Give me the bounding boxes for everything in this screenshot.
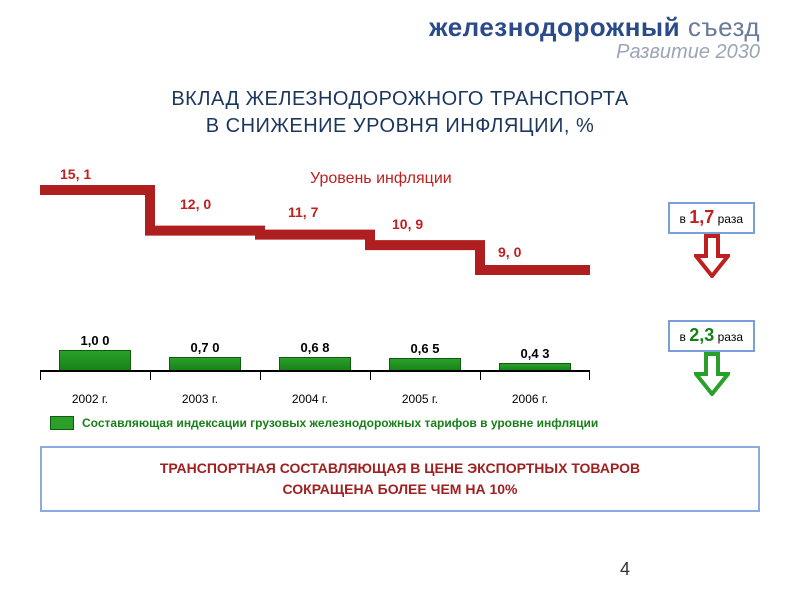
arrow-down-green-icon bbox=[694, 352, 730, 396]
ratio-bottom-suffix: раза bbox=[714, 330, 743, 344]
ratio-top-suffix: раза bbox=[714, 212, 743, 226]
bar-label-0: 1,0 0 bbox=[65, 333, 125, 348]
x-label-4: 2006 г. bbox=[500, 393, 560, 406]
arrow-down-red-icon bbox=[694, 234, 730, 278]
ratio-box-bars: в 2,3 раза bbox=[668, 320, 755, 352]
header-title-bold: железнодорожный bbox=[429, 12, 680, 42]
chart-title: ВКЛАД ЖЕЛЕЗНОДОРОЖНОГО ТРАНСПОРТА В СНИЖ… bbox=[0, 86, 800, 140]
ratio-top-value: 1,7 bbox=[689, 207, 714, 227]
callout-box: ТРАНСПОРТНАЯ СОСТАВЛЯЮЩАЯ В ЦЕНЕ ЭКСПОРТ… bbox=[40, 446, 760, 512]
x-label-0: 2002 г. bbox=[60, 393, 120, 406]
x-label-2: 2004 г. bbox=[280, 393, 340, 406]
tick-0 bbox=[40, 372, 41, 380]
header-title-light: съезд bbox=[680, 12, 760, 42]
callout-line1: ТРАНСПОРТНАЯ СОСТАВЛЯЮЩАЯ В ЦЕНЕ ЭКСПОРТ… bbox=[52, 458, 748, 479]
x-axis-line bbox=[40, 370, 590, 372]
bar-label-3: 0,6 5 bbox=[395, 341, 455, 356]
ratio-box-inflation: в 1,7 раза bbox=[668, 202, 755, 234]
tick-1 bbox=[150, 372, 151, 380]
header-title: железнодорожный съезд bbox=[0, 12, 760, 43]
ratio-top-prefix: в bbox=[680, 212, 690, 226]
ratio-bottom-prefix: в bbox=[680, 330, 690, 344]
header-subtitle: Развитие 2030 bbox=[0, 41, 760, 64]
chart-title-line2: В СНИЖЕНИЕ УРОВНЯ ИНФЛЯЦИИ, % bbox=[0, 113, 800, 140]
x-label-1: 2003 г. bbox=[170, 393, 230, 406]
x-label-3: 2005 г. bbox=[390, 393, 450, 406]
bar-label-2: 0,6 8 bbox=[285, 340, 345, 355]
inflation-step-line bbox=[30, 160, 590, 300]
tick-3 bbox=[370, 372, 371, 380]
slide-header: железнодорожный съезд Развитие 2030 bbox=[0, 0, 800, 68]
tick-4 bbox=[480, 372, 481, 380]
bar-0 bbox=[59, 350, 131, 372]
ratio-bottom-value: 2,3 bbox=[689, 325, 714, 345]
legend: Составляющая индексации грузовых железно… bbox=[50, 416, 770, 430]
chart-title-line1: ВКЛАД ЖЕЛЕЗНОДОРОЖНОГО ТРАНСПОРТА bbox=[0, 86, 800, 113]
tick-2 bbox=[260, 372, 261, 380]
bar-label-1: 0,7 0 bbox=[175, 340, 235, 355]
bar-label-4: 0,4 3 bbox=[505, 346, 565, 361]
page-number: 4 bbox=[620, 559, 630, 580]
legend-swatch-icon bbox=[50, 416, 74, 430]
callout-line2: СОКРАЩЕНА БОЛЕЕ ЧЕМ НА 10% bbox=[52, 479, 748, 500]
tick-5 bbox=[589, 372, 590, 380]
legend-text: Составляющая индексации грузовых железно… bbox=[82, 416, 598, 430]
chart-area: 15, 1 12, 0 11, 7 10, 9 9, 0 Уровень инф… bbox=[30, 160, 770, 410]
